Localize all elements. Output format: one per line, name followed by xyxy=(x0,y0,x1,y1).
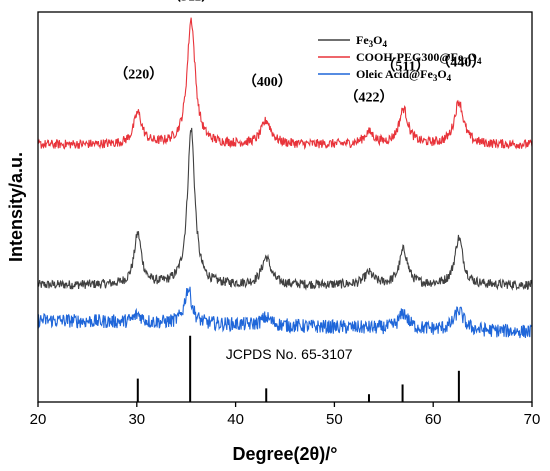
reference-sticks xyxy=(136,335,460,402)
x-axis-title: Degree(2θ)/° xyxy=(233,444,338,464)
plot-frame xyxy=(37,11,533,403)
x-tick-label-2: 40 xyxy=(227,411,244,428)
x-axis: 20 30 40 50 60 70 xyxy=(30,402,541,428)
x-tick-label-3: 50 xyxy=(326,411,343,428)
peak-label-1: （311） xyxy=(167,0,215,4)
peak-label-4: （511） xyxy=(381,59,429,75)
peak-label-0: （220） xyxy=(114,66,163,82)
y-axis-title: Intensity/a.u. xyxy=(6,152,26,262)
x-tick-label-4: 60 xyxy=(425,411,442,428)
x-tick-label-0: 20 xyxy=(30,411,47,428)
series-line-1 xyxy=(37,17,533,151)
x-tick-label-5: 70 xyxy=(524,411,541,428)
legend-label-1: COOH-PEG300@Fe3O4 xyxy=(356,50,482,66)
peak-label-5: （440） xyxy=(436,55,485,71)
series-line-2 xyxy=(37,286,533,339)
series-traces xyxy=(37,17,533,339)
legend-label-0: Fe3O4 xyxy=(356,33,388,49)
peak-label-3: （422） xyxy=(344,90,393,106)
reference-label: JCPDS No. 65-3107 xyxy=(226,346,353,362)
legend-label-2: Oleic Acid@Fe3O4 xyxy=(356,67,452,83)
x-tick-label-1: 30 xyxy=(128,411,145,428)
peak-label-2: （400） xyxy=(243,74,292,90)
peak-labels: （220） （311） （400） （422） （511） （440） xyxy=(114,0,485,106)
series-line-0 xyxy=(37,127,533,291)
